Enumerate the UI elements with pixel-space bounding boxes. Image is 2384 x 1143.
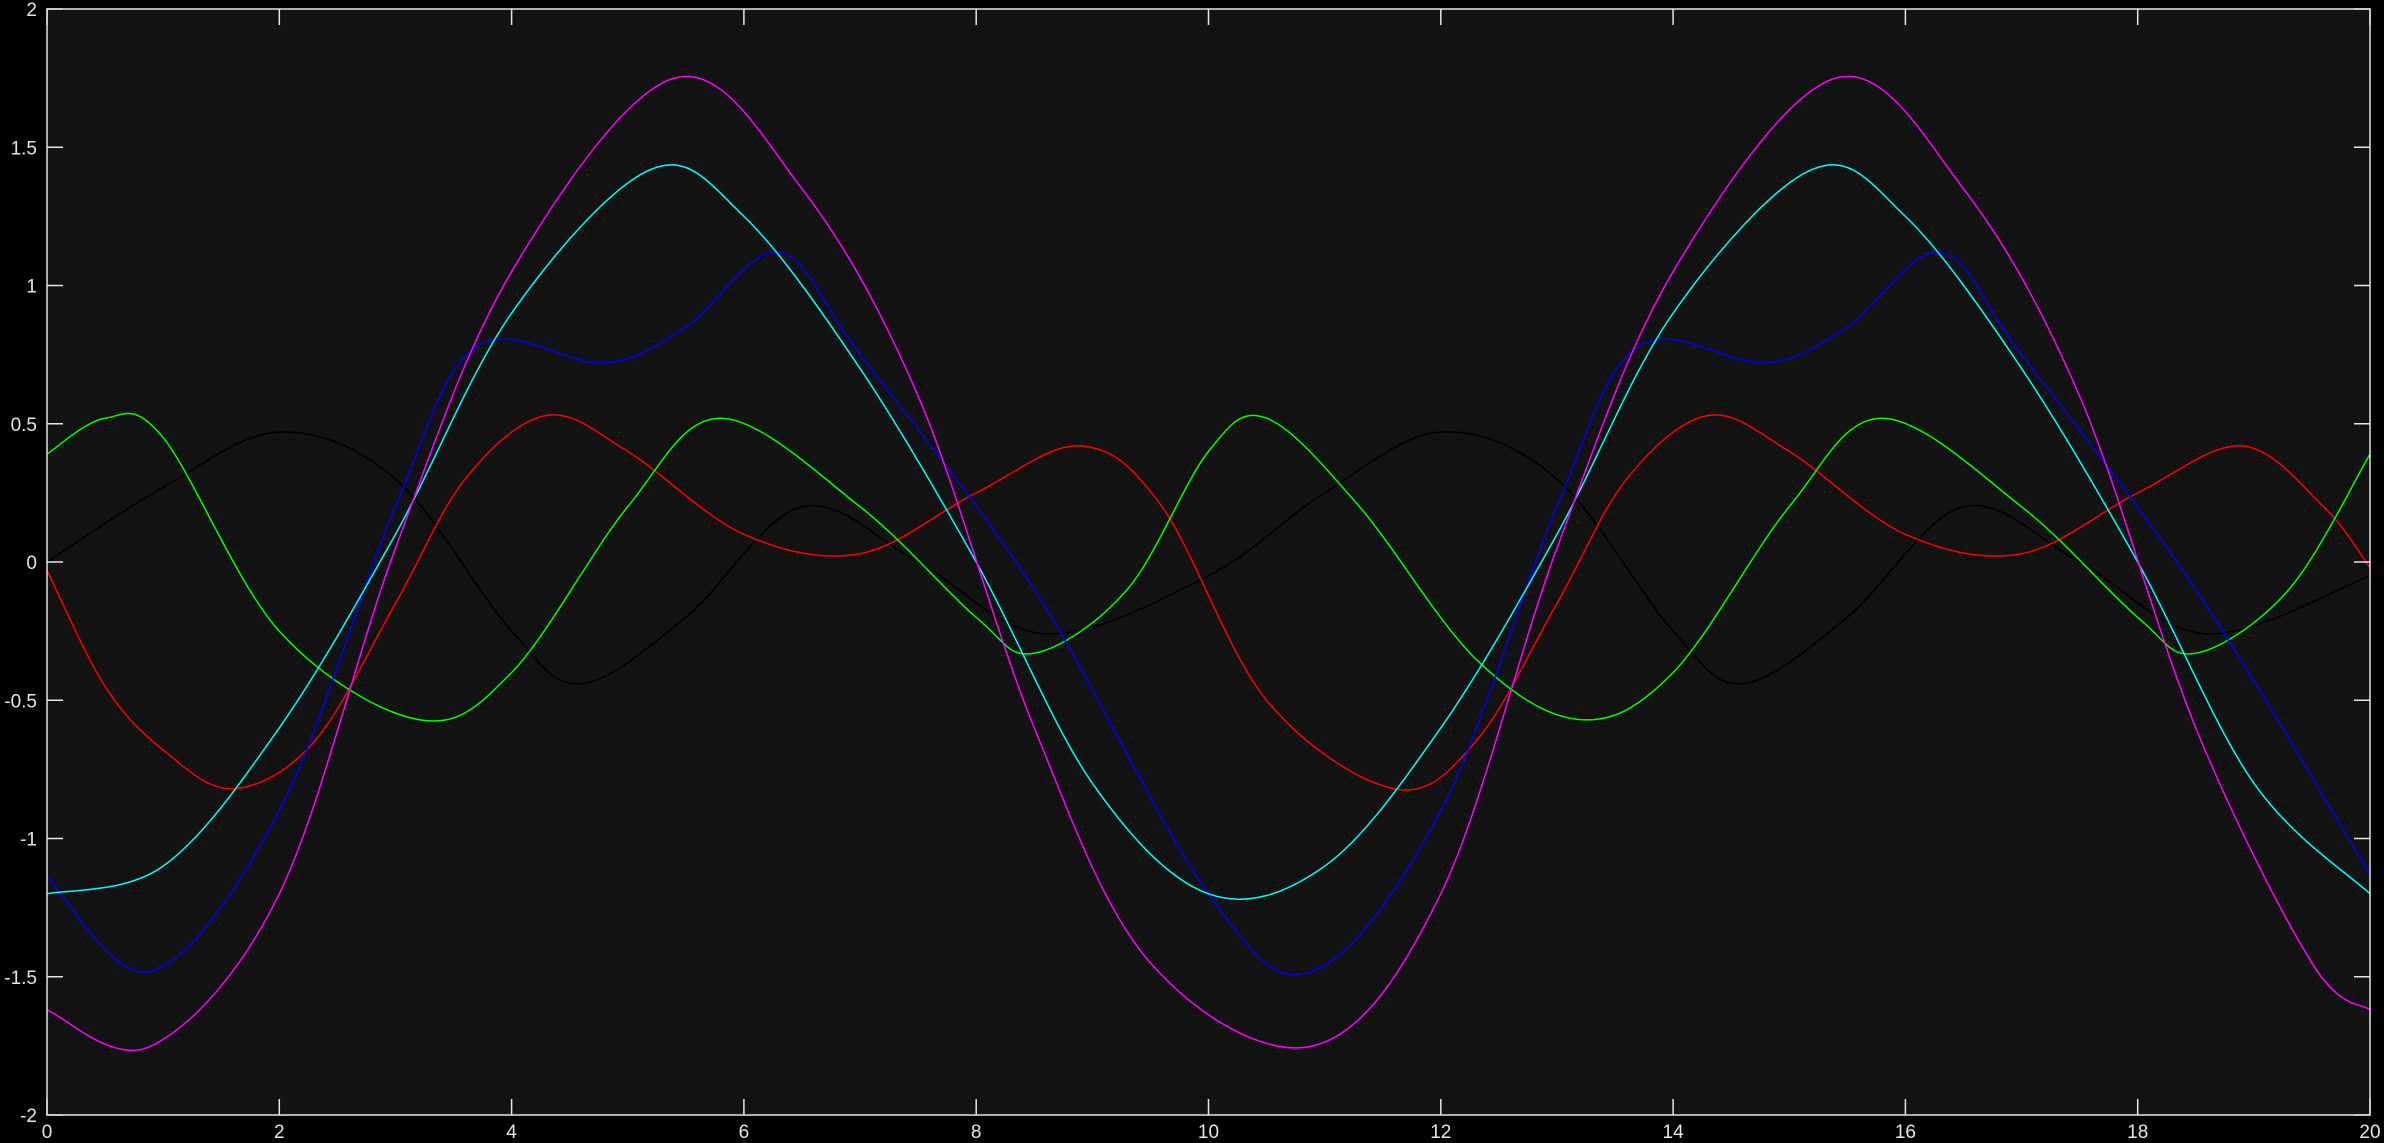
plot-area	[47, 9, 2370, 1115]
series-group	[47, 75, 2370, 1052]
series-line-5	[47, 164, 2370, 900]
x-tick-label: 10	[1198, 1122, 1219, 1143]
y-tick-label: 1.5	[11, 138, 37, 159]
y-tick-label: -0.5	[4, 691, 37, 712]
x-tick-label: 12	[1430, 1122, 1451, 1143]
ticks-group: 0 2 4 6 8 10 12 14 16 18 20 -2 -1.5 -1 -0.5 0 0.5 1 1.5 2	[4, 0, 2380, 1143]
series-line-6	[47, 75, 2370, 1052]
y-tick-label: 2	[26, 0, 37, 21]
y-tick-label: 0	[26, 553, 37, 574]
x-tick-label: 14	[1663, 1122, 1685, 1143]
x-tick-label: 2	[274, 1122, 285, 1143]
series-line-1	[47, 431, 2370, 685]
x-tick-label: 4	[506, 1122, 517, 1143]
x-tick-label: 16	[1895, 1122, 1916, 1143]
y-tick-label: -1	[20, 830, 37, 851]
x-tick-label: 8	[971, 1122, 982, 1143]
y-tick-label: -1.5	[4, 968, 37, 989]
x-tick-label: 0	[42, 1122, 53, 1143]
x-tick-label: 20	[2359, 1122, 2380, 1143]
y-tick-label: -2	[20, 1106, 37, 1127]
x-tick-label: 6	[739, 1122, 750, 1143]
y-tick-label: 0.5	[11, 415, 37, 436]
x-tick-label: 18	[2127, 1122, 2148, 1143]
y-tick-label: 1	[26, 277, 37, 298]
series-line-2	[47, 414, 2370, 791]
series-line-3	[47, 412, 2370, 722]
